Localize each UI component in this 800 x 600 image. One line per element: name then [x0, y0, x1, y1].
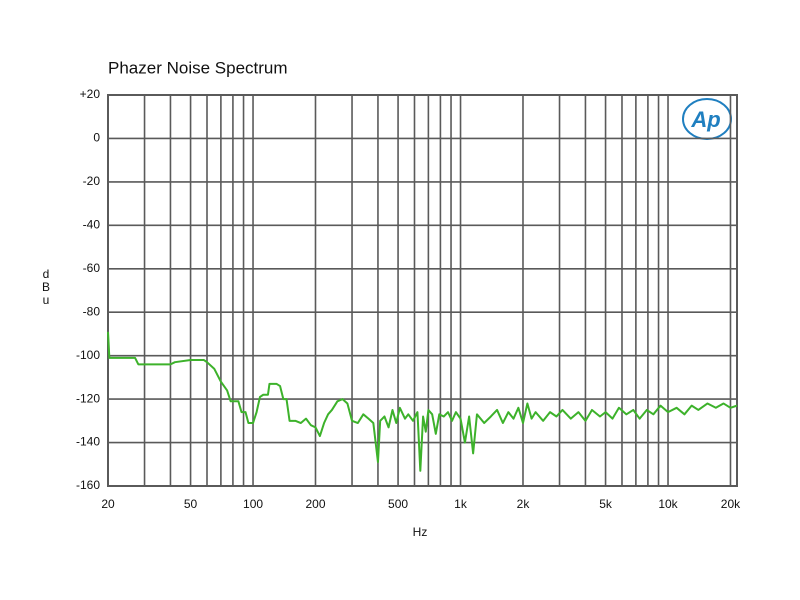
- data-line: [107, 331, 738, 472]
- chart-title: Phazer Noise Spectrum: [108, 58, 288, 77]
- x-tick-label: 1k: [454, 497, 468, 511]
- y-tick-label: -140: [76, 435, 100, 449]
- x-axis-label: Hz: [413, 525, 428, 539]
- x-tick-label: 100: [243, 497, 263, 511]
- y-tick-label: +20: [80, 87, 101, 101]
- x-tick-label: 10k: [658, 497, 678, 511]
- y-tick-label: -100: [76, 348, 100, 362]
- y-axis-label: dBu: [41, 267, 50, 307]
- y-tick-label: -20: [83, 174, 101, 188]
- y-tick-label: -40: [83, 218, 101, 232]
- logo: Ap: [690, 107, 720, 132]
- y-tick-label: -80: [83, 304, 101, 318]
- x-tick-label: 20k: [721, 497, 741, 511]
- x-tick-label: 200: [305, 497, 325, 511]
- y-tick-label: 0: [93, 131, 100, 145]
- x-tick-label: 20: [101, 497, 115, 511]
- x-tick-label: 2k: [517, 497, 531, 511]
- y-tick-label: -160: [76, 478, 100, 492]
- y-tick-label: -120: [76, 391, 100, 405]
- x-tick-label: 50: [184, 497, 198, 511]
- x-tick-label: 5k: [599, 497, 613, 511]
- plot-frame: [107, 94, 738, 487]
- x-tick-label: 500: [388, 497, 408, 511]
- y-tick-label: -60: [83, 261, 101, 275]
